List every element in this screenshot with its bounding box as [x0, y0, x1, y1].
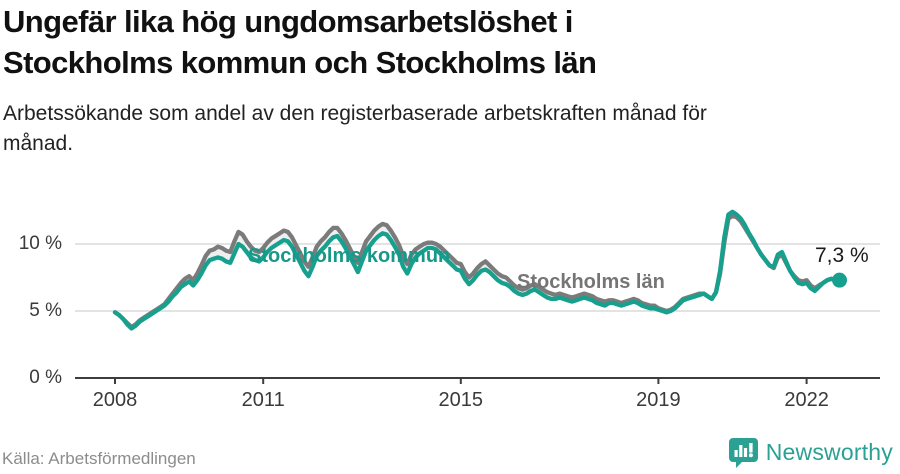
series-label-stockholms-lan: Stockholms län — [517, 271, 665, 293]
chart-title: Ungefär lika hög ungdomsarbetslöshet i S… — [3, 4, 597, 80]
x-tick-label: 2019 — [636, 389, 681, 411]
series-label-stockholms-kommun: Stockholms kommun — [248, 245, 451, 267]
chart-subtitle: Arbetssökande som andel av den registerb… — [3, 102, 707, 155]
x-tick-label: 2015 — [438, 389, 484, 411]
brand-name: Newsworthy — [765, 438, 893, 465]
end-value-label: 7,3 % — [815, 244, 869, 267]
newsworthy-bubble-chart-icon — [728, 438, 758, 468]
source-text: Källa: Arbetsförmedlingen — [2, 449, 196, 468]
x-tick-label: 2022 — [784, 389, 829, 411]
series-line-stockholms-kommun — [112, 209, 842, 331]
x-tick-label: 2008 — [92, 389, 138, 411]
newsworthy-logo: Newsworthy — [728, 436, 893, 468]
x-tick-label: 2011 — [241, 389, 285, 411]
y-tick-label: 5 % — [29, 300, 62, 321]
y-tick-label: 10 % — [18, 233, 62, 254]
y-tick-label: 0 % — [29, 367, 62, 388]
end-point-dot — [832, 272, 848, 288]
